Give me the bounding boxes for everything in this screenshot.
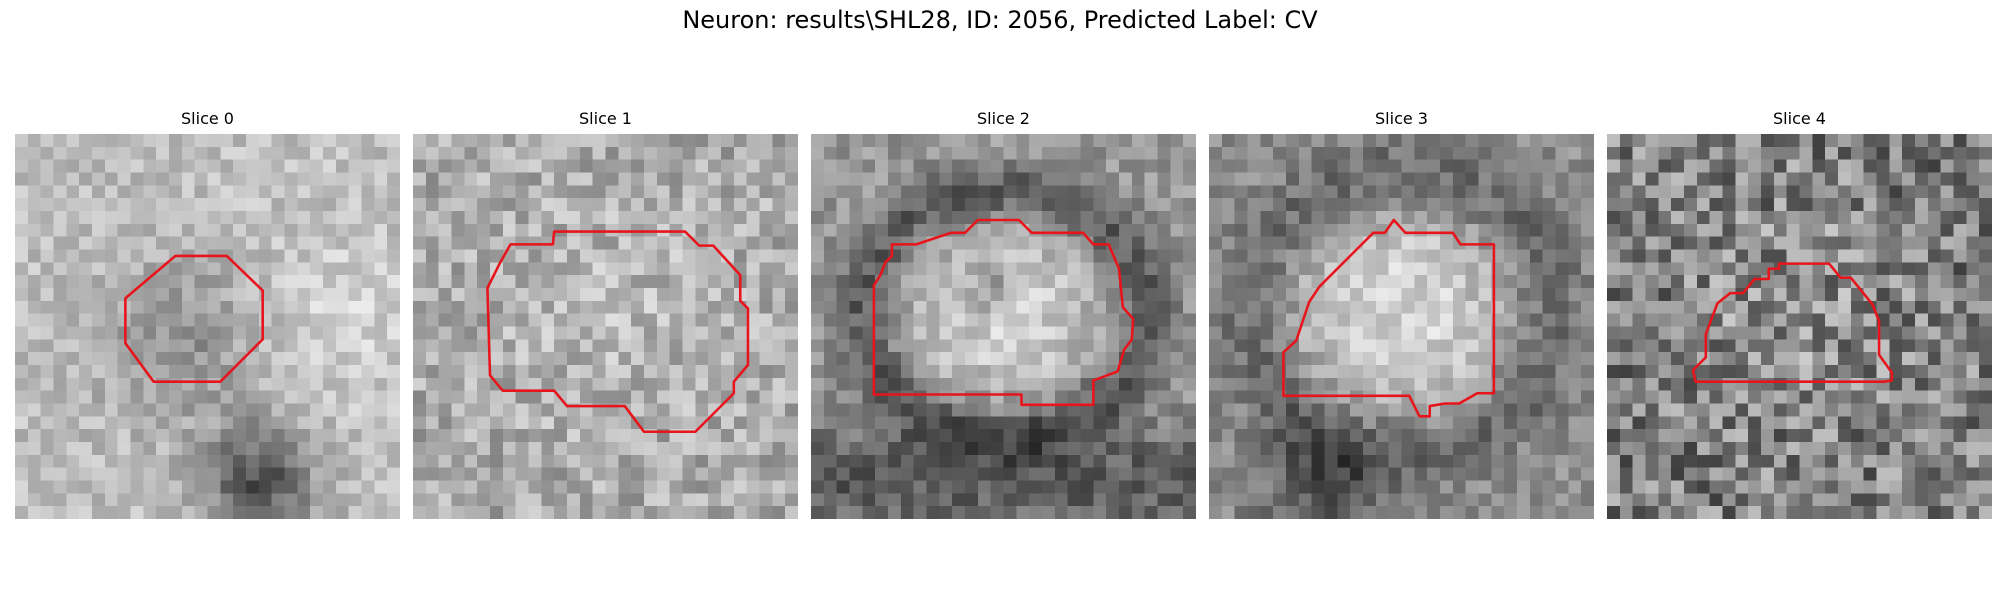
slice-image bbox=[1209, 134, 1594, 519]
slice-panel-1: Slice 1 bbox=[413, 108, 798, 519]
slice-title: Slice 1 bbox=[579, 109, 632, 128]
slice-title: Slice 0 bbox=[181, 109, 234, 128]
slice-panel-0: Slice 0 bbox=[15, 108, 400, 519]
slice-title: Slice 2 bbox=[977, 109, 1030, 128]
roi-contour bbox=[486, 230, 750, 434]
roi-contour bbox=[872, 218, 1135, 407]
slice-title: Slice 4 bbox=[1773, 109, 1826, 128]
roi-contour-overlay bbox=[1282, 218, 1496, 418]
slice-title: Slice 3 bbox=[1375, 109, 1428, 128]
slice-panel-4: Slice 4 bbox=[1607, 108, 1992, 519]
slice-image bbox=[413, 134, 798, 519]
slice-image bbox=[15, 134, 400, 519]
roi-contour-overlay bbox=[486, 230, 750, 434]
roi-contour-overlay bbox=[1691, 262, 1894, 383]
slice-image bbox=[1607, 134, 1992, 519]
roi-contour bbox=[1282, 218, 1496, 418]
roi-contour-overlay bbox=[872, 218, 1135, 407]
roi-contour bbox=[124, 254, 264, 383]
slice-panel-2: Slice 2 bbox=[811, 108, 1196, 519]
roi-contour bbox=[1691, 262, 1894, 383]
figure-title: Neuron: results\SHL28, ID: 2056, Predict… bbox=[682, 6, 1318, 34]
slice-panel-3: Slice 3 bbox=[1209, 108, 1594, 519]
roi-contour-overlay bbox=[124, 254, 264, 383]
